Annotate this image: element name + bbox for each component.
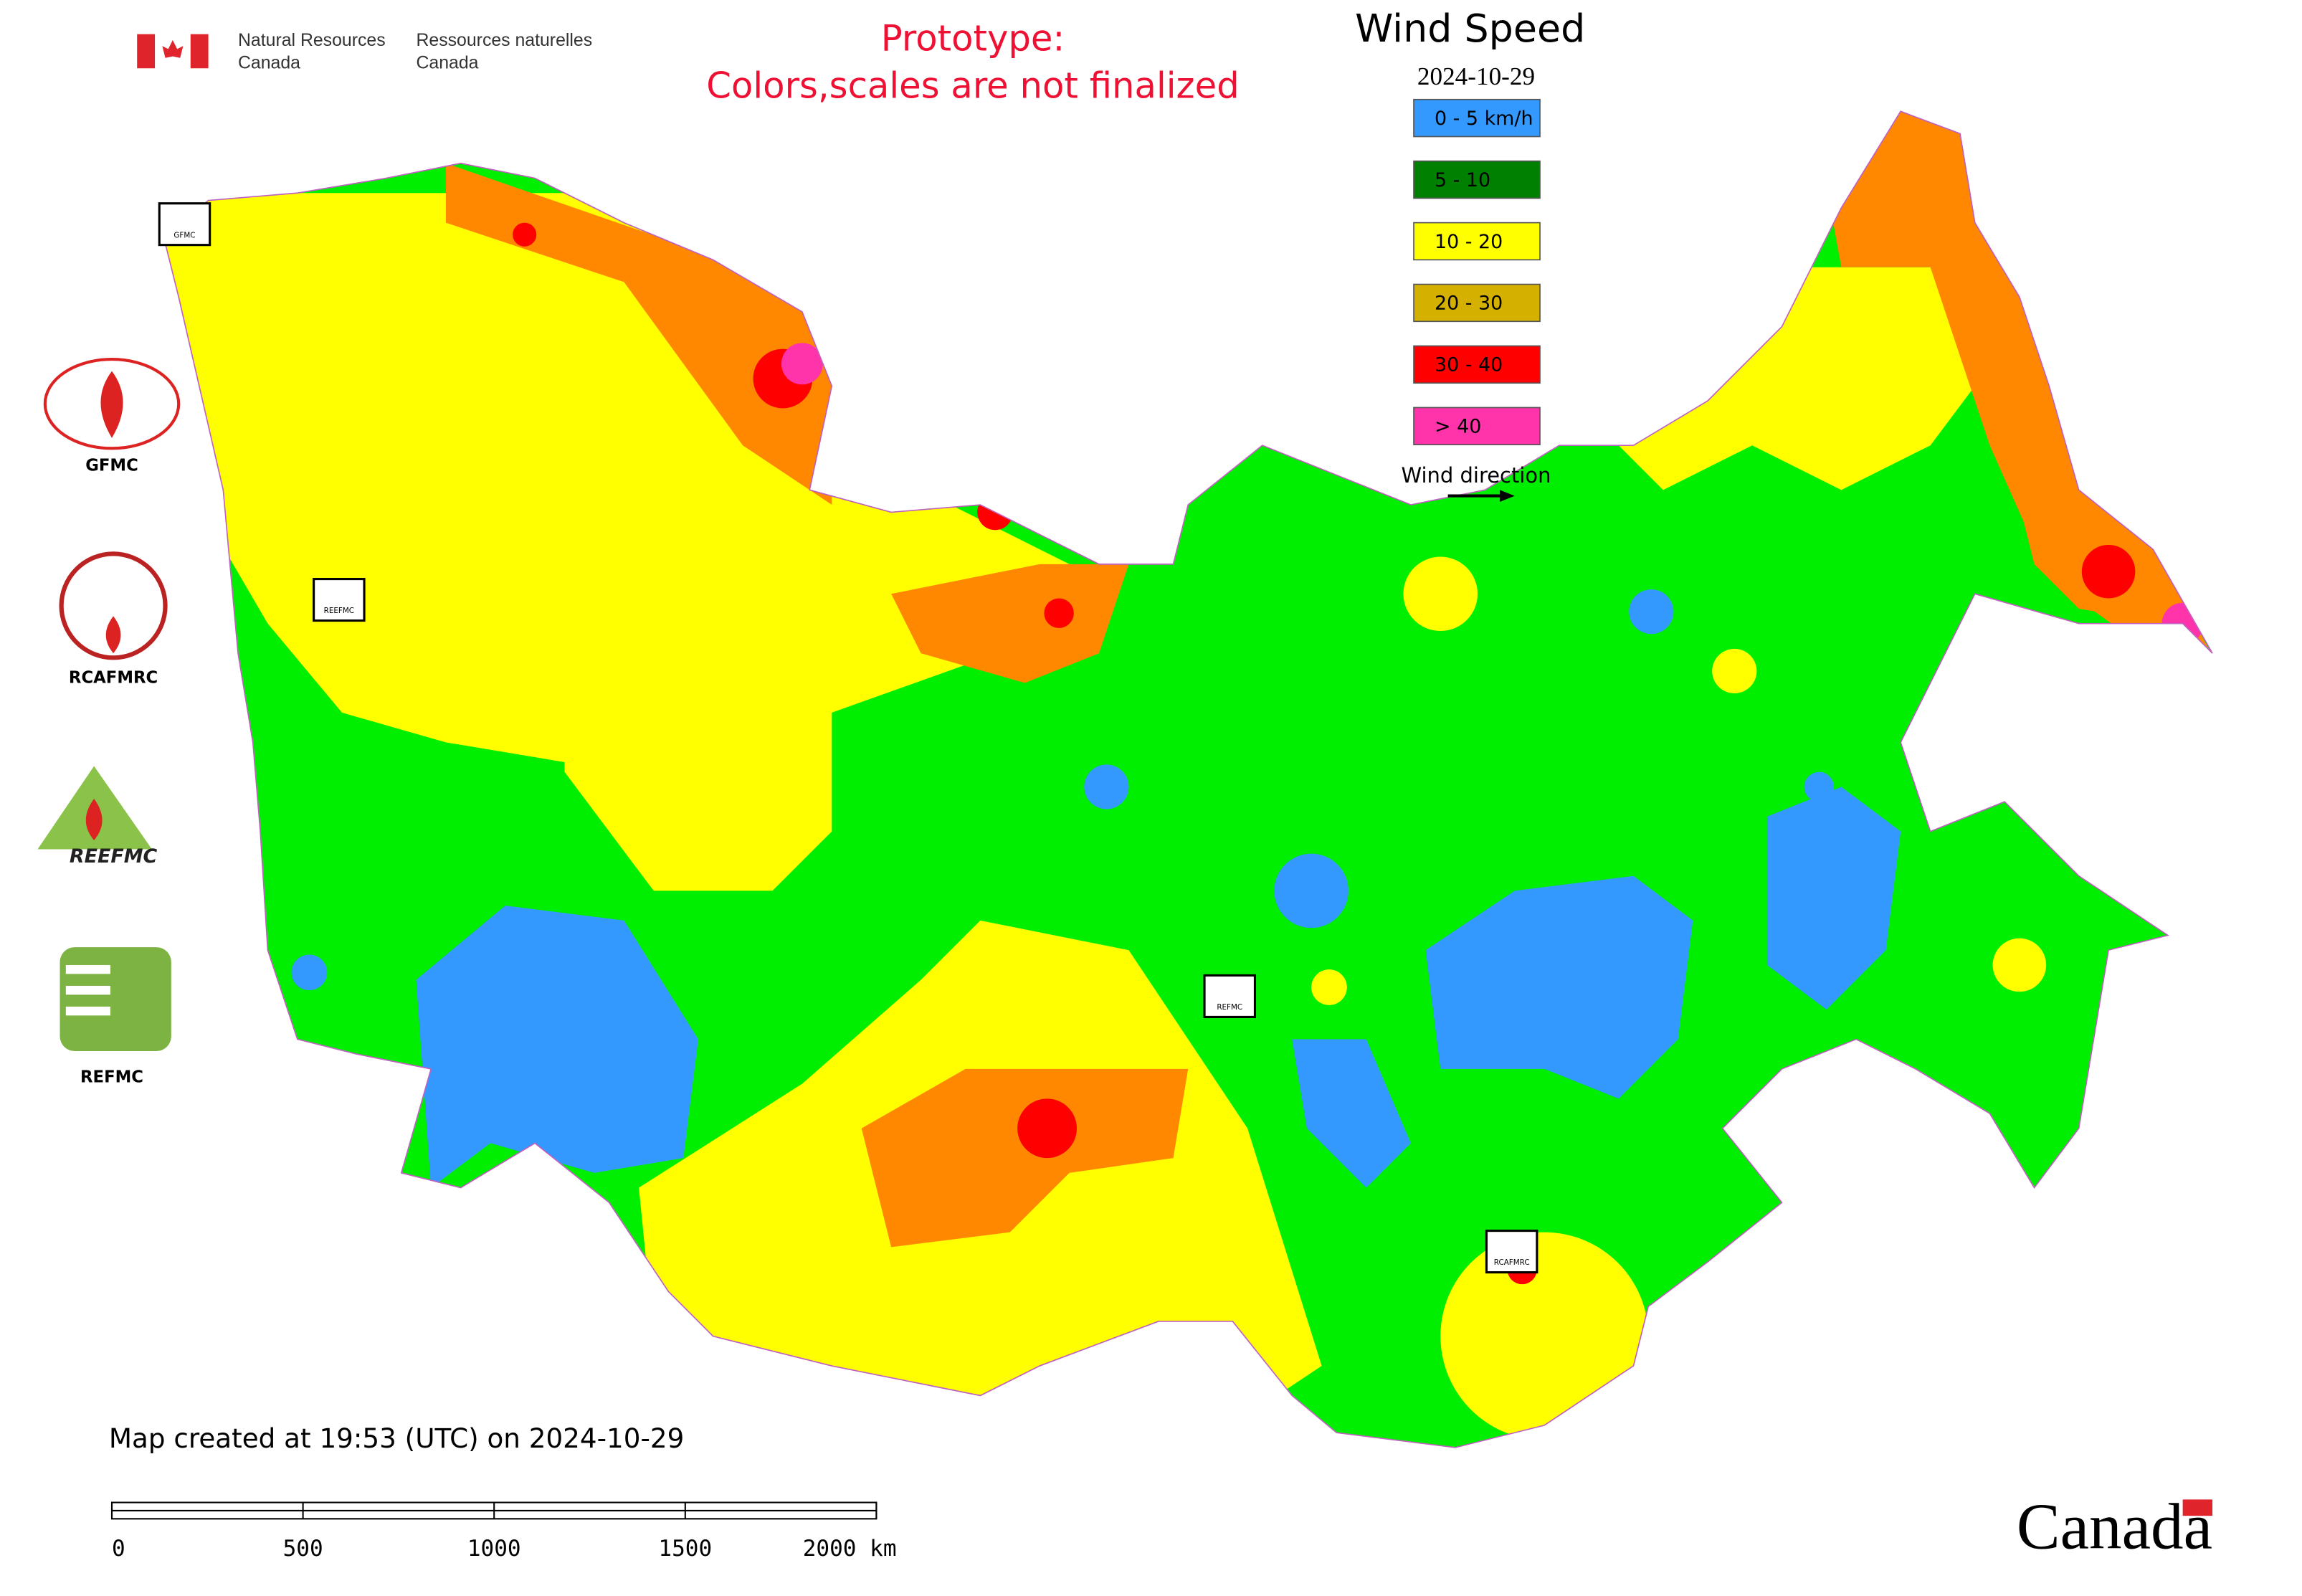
centre-markers: GFMC REEFMC REFMC RCAFMRC [158,202,1538,1274]
wind-zone [891,564,1129,683]
legend-swatch [1413,222,1541,261]
legend-label: 10 - 20 [1435,231,1503,253]
legend-swatch [1413,283,1541,323]
logo-label: GFMC [85,456,138,475]
wind-spot [1992,938,2047,992]
wind-spot [1274,853,1349,928]
marker-label: REFMC [1217,1003,1242,1012]
wind-spot [282,386,313,416]
legend-swatch [1413,98,1541,138]
marker-label: REEFMC [324,607,354,615]
direction-label: Wind direction [1401,463,1551,488]
stripe [65,964,110,974]
wordmark-flag [2182,1499,2213,1516]
direction-arrowhead [1500,490,1515,502]
marker-label: GFMC [173,231,195,239]
wind-spot [1440,1232,1649,1440]
agency-fr: Canada [417,53,479,72]
stripe [65,985,110,995]
logos: GFMC RCAFMRC REEFMC REFMC [37,358,181,1087]
legend-label: 20 - 30 [1435,293,1503,315]
wind-zone [445,163,832,505]
wind-spot [1629,589,1674,635]
centre-marker [158,202,211,247]
logo-label: REFMC [80,1068,143,1087]
agency-en: Canada [238,53,300,72]
created-note: Map created at 19:53 (UTC) on 2024-10-29 [109,1422,684,1454]
scale-bar: 0 500 1000 1500 2000 km [110,1501,897,1562]
marker-label: RCAFMRC [1494,1258,1530,1267]
stripe [65,1006,110,1016]
wind-spot [1712,648,1757,694]
flag-bar [137,34,156,69]
scale-label: 2000 km [803,1536,897,1562]
scale-label: 1500 [658,1536,712,1562]
centre-marker [1485,1230,1538,1274]
legend: 0 - 5 km/h 5 - 10 10 - 20 20 - 30 30 - 40 > 4… [1413,98,1541,446]
logo-label: REEFMC [70,845,158,868]
wordmark: Canada [2017,1491,2212,1563]
notice: Colors,scales are not finalized [706,65,1239,107]
wind-spot [291,954,328,991]
agency-en: Natural Resources [238,31,386,50]
agency-signature: Natural Resources Canada Ressources natu… [137,31,592,72]
rcafmrc-logo [59,551,168,660]
centre-marker [313,578,366,622]
scale-label: 1000 [467,1536,521,1562]
flame [105,616,121,654]
wind-spot [1084,764,1129,809]
wind-spot [513,222,537,247]
legend-date: 2024-10-29 [1417,62,1535,90]
legend-label: > 40 [1435,416,1481,438]
legend-label: 0 - 5 km/h [1435,108,1533,130]
legend-swatch [1413,345,1541,384]
legend-swatch [1413,160,1541,199]
wind-zone [416,906,698,1188]
gfmc-logo [43,358,181,450]
wind-spot [1403,556,1478,632]
legend-swatch [1413,407,1541,446]
wind-spot [1044,598,1074,628]
notice: Prototype: [881,17,1065,59]
flag-bar [190,34,209,69]
flame [85,799,103,841]
centre-marker [1203,974,1257,1018]
legend-label: 30 - 40 [1435,354,1503,376]
wind-spot [781,343,823,385]
agency-fr: Ressources naturelles [417,31,593,50]
refmc-logo [60,947,171,1052]
scale-label: 500 [283,1536,323,1562]
flame [100,371,123,438]
logo-label: RCAFMRC [69,669,158,688]
wind-spot [1311,969,1347,1005]
maple-leaf [162,39,184,58]
scale-label: 0 [112,1536,125,1562]
wind-spot [2081,544,2136,599]
wind-spot [1017,1098,1077,1159]
wind-zone [1425,875,1693,1099]
wind-spot [1804,771,1835,802]
wind-zone [861,1068,1189,1248]
wind-zone [1292,1039,1411,1188]
wind-zone [1766,787,1901,1010]
legend-label: 5 - 10 [1435,169,1490,191]
legend-title: Wind Speed [1355,6,1585,51]
